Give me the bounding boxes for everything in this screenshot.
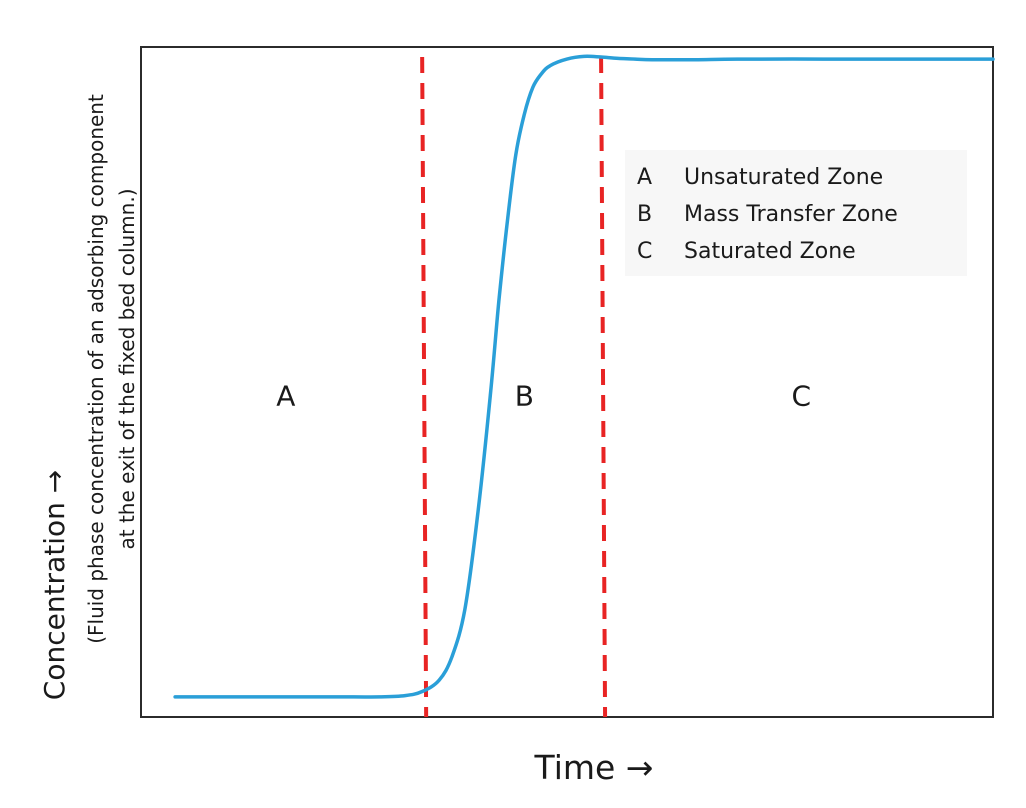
legend-text-c: Saturated Zone [684,239,856,264]
zone-boundary-line-1 [420,56,429,718]
legend: A Unsaturated Zone B Mass Transfer Zone … [625,150,967,276]
legend-text-a: Unsaturated Zone [684,165,883,190]
y-axis-label: Concentration → [38,470,71,700]
plot-frame [140,46,994,718]
zone-boundary-line-2 [599,56,608,718]
zone-label-c: C [792,379,812,412]
legend-key-a: A [637,165,652,190]
zone-labels: A B C [276,379,811,412]
legend-box [625,150,967,276]
zone-label-b: B [515,379,534,412]
y-axis-note-line-2: at the exit of the fixed bed column.) [115,188,139,549]
breakthrough-curve-line-1 [173,54,995,699]
zone-label-a: A [276,379,295,412]
x-axis-label: Time → [534,748,654,787]
zone-boundary-lines [420,56,608,718]
y-axis-note-line-1: (Fluid phase concentration of an adsorbi… [84,94,108,644]
legend-key-c: C [637,239,652,264]
legend-key-b: B [637,202,652,227]
legend-text-b: Mass Transfer Zone [684,202,898,227]
curve-layer [173,54,995,699]
